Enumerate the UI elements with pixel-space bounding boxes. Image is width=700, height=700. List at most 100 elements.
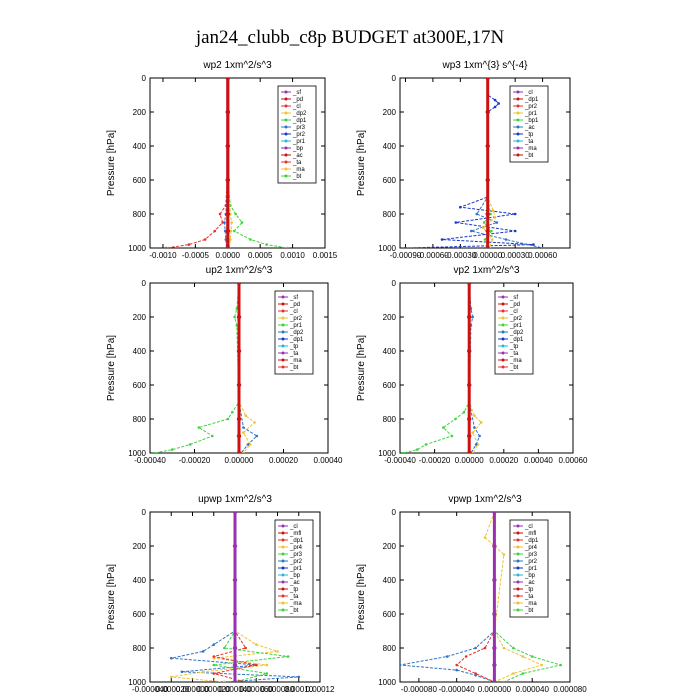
series-point-dp1 [212, 655, 216, 658]
legend-marker [281, 344, 285, 348]
series-point-dp1 [462, 410, 466, 414]
series-point-dp1 [233, 315, 236, 319]
series-point-pr1 [170, 675, 173, 679]
legend-entry: _dp1 [292, 118, 307, 124]
panel-title: up2 1xm^2/s^3 [206, 265, 273, 276]
legend-marker [281, 365, 285, 369]
x-tick-label: 0.0005 [248, 251, 273, 260]
legend-marker [501, 365, 505, 369]
legend-marker [281, 608, 285, 612]
series-point-cl [485, 177, 490, 183]
series-point-ac [475, 212, 479, 216]
legend-entry: _bt [289, 365, 299, 371]
legend-entry: _ma [292, 167, 305, 173]
legend-marker [516, 559, 520, 563]
legend: _sf_pd_cl_pr2_pr1_dp2_dp1_tp_ta_ma_bt [494, 290, 534, 375]
legend-entry: _pr2 [524, 559, 538, 565]
series-point-pr1 [480, 421, 483, 424]
legend-marker [284, 97, 288, 101]
legend-marker [516, 545, 520, 549]
series-point-pr1 [276, 650, 279, 653]
legend-entry: _dp2 [289, 330, 304, 336]
series-point-pr1 [244, 414, 247, 417]
series-point-bp [265, 672, 269, 675]
y-tick-label: 800 [383, 644, 397, 653]
series-line-dp1 [166, 78, 229, 248]
legend-entry: _mfl [524, 531, 536, 537]
series-point-pr1 [493, 216, 497, 219]
series-point-pr1 [512, 672, 515, 675]
series-point-tp [532, 243, 535, 246]
series-point-pr1 [201, 670, 205, 674]
series-point-cl [232, 645, 238, 651]
series-point-pr1 [540, 663, 543, 667]
series-point-cl [485, 211, 490, 217]
plot-frame [399, 511, 571, 683]
series-point-pr1 [483, 536, 487, 539]
series-point-bp [249, 238, 252, 241]
legend-entry: _bt [292, 174, 302, 180]
legend-marker [516, 125, 520, 129]
legend-marker [284, 111, 288, 115]
series-point-cl [225, 228, 230, 234]
series-point-cl [225, 78, 230, 81]
legend-marker [284, 132, 288, 136]
legend-entry: _ma [289, 358, 302, 364]
legend-marker [501, 351, 505, 355]
legend-entry: _bt [524, 608, 534, 614]
y-axis-label: Pressure [hPa] [106, 564, 117, 630]
panel-2: wp3 1xm^{3} s^{-4} Pressure [hPa] 0 200 400 6… [356, 60, 571, 260]
series-point-bp [521, 672, 525, 675]
legend-entry: _pr1 [289, 323, 303, 329]
x-tick-label: 0.00010 [284, 685, 313, 694]
y-tick-label: 800 [383, 415, 397, 424]
series-point-dp1 [450, 434, 454, 438]
legend-marker [501, 295, 505, 299]
series-point-bp [286, 655, 290, 658]
series-point-bp1 [490, 229, 493, 233]
series-point-cl [236, 283, 242, 286]
series-point-dp1 [197, 426, 201, 429]
series-point-cl [467, 314, 472, 320]
legend-entry: _ta [289, 594, 299, 600]
legend-marker [516, 524, 520, 528]
x-tick-label: -0.000040 [439, 685, 476, 694]
legend-entry: _cl [289, 524, 298, 530]
series-point-cl [232, 512, 238, 515]
series-point-tp [513, 212, 517, 216]
series-point-cl [225, 177, 230, 183]
legend-marker [281, 524, 285, 528]
legend-entry: _ac [289, 580, 300, 586]
x-tick-label: 0.00060 [559, 456, 588, 465]
series-point-pr1 [502, 553, 506, 556]
legend-marker [281, 358, 285, 362]
series-point-cl [232, 662, 238, 668]
legend-entry: _tp [524, 587, 534, 593]
y-axis-label: Pressure [hPa] [356, 564, 367, 630]
legend: _sf_pd_cl_pr2_pr1_dp2_dp1_tp_ta_ma_bt [274, 290, 314, 375]
legend-marker [281, 330, 285, 334]
series-line-dp1 [154, 283, 240, 453]
legend-marker [516, 139, 520, 143]
plot-frame [149, 77, 326, 249]
series-point-pr1 [491, 209, 495, 212]
legend-entry: _bp [289, 573, 301, 579]
legend-entry: _tp [289, 344, 299, 350]
series-point-dp1 [442, 426, 445, 429]
legend-entry: _ac [524, 125, 535, 131]
legend-entry: _ma [524, 146, 537, 152]
y-tick-label: 1000 [378, 244, 396, 253]
series-point-tp [242, 426, 245, 429]
legend-entry: _ta [524, 139, 534, 145]
series-point-tp [454, 221, 458, 224]
legend-marker [284, 90, 288, 94]
series-line-tp [405, 78, 534, 248]
legend-entry: _bp1 [524, 118, 539, 124]
legend-entry: _pd [509, 302, 520, 308]
series-point-cl [232, 577, 238, 583]
legend-marker [281, 531, 285, 535]
legend-entry: _pr2 [524, 104, 538, 110]
legend-marker [516, 104, 520, 108]
series-point-dp1 [424, 443, 428, 446]
series-point-bp1 [483, 238, 487, 241]
